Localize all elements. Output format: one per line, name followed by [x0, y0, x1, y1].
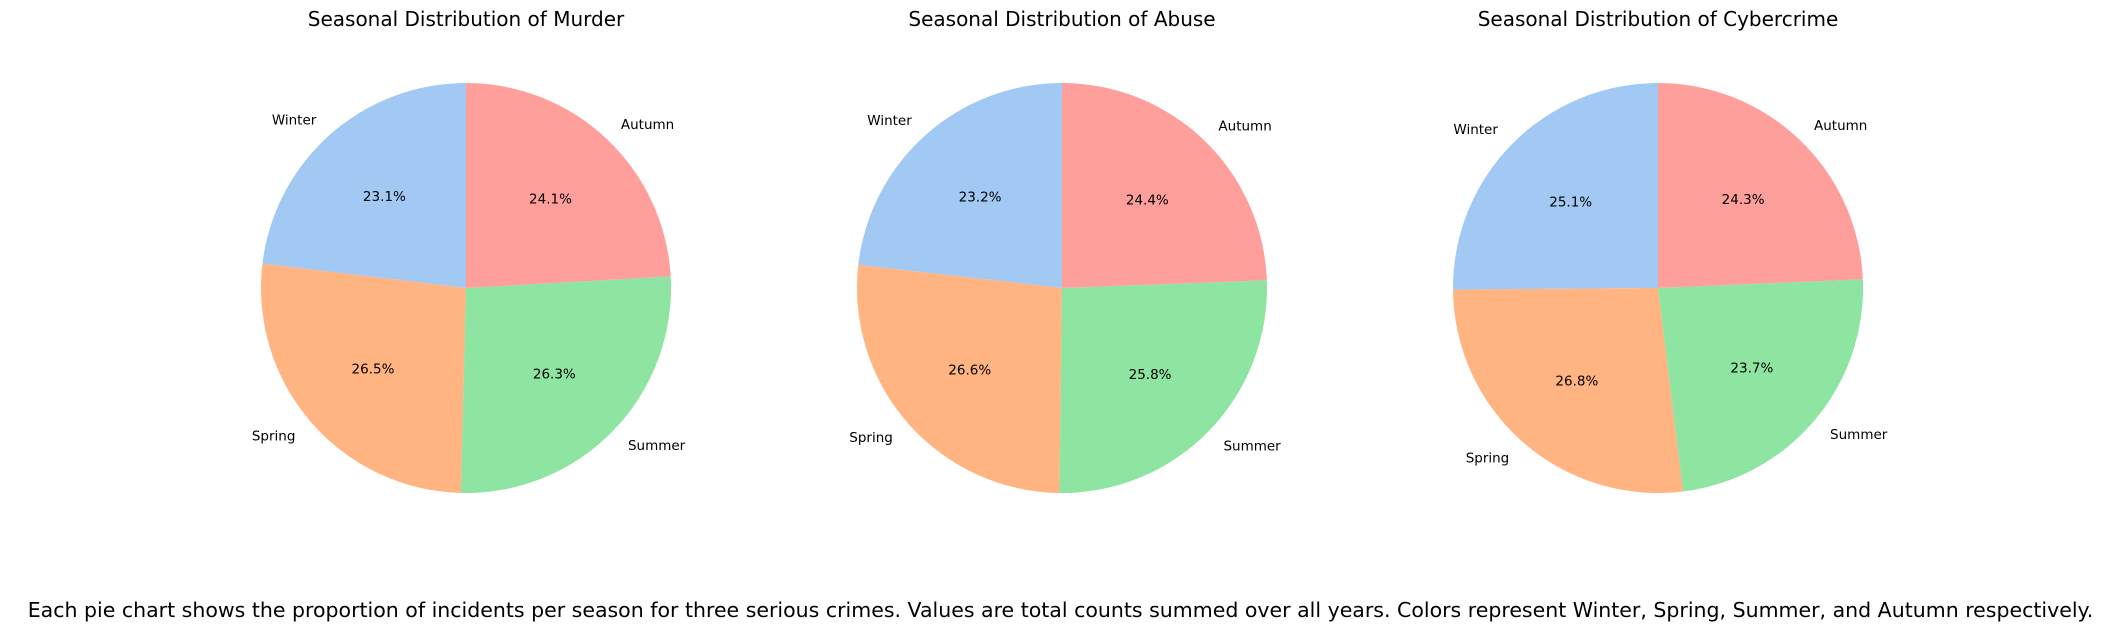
slice-label-winter: Winter — [272, 112, 317, 128]
figure-caption: Each pie chart shows the proportion of i… — [28, 598, 2094, 622]
slice-label-spring: Spring — [252, 429, 296, 445]
slice-percent-autumn: 24.4% — [1126, 192, 1169, 208]
pie-slice-autumn — [1658, 83, 1863, 288]
slice-percent-spring: 26.5% — [352, 361, 395, 377]
slice-percent-winter: 23.2% — [959, 189, 1002, 205]
slice-label-autumn: Autumn — [1218, 119, 1271, 135]
pie-slice-summer — [1658, 279, 1864, 492]
slice-label-autumn: Autumn — [1814, 118, 1867, 134]
slice-percent-spring: 26.6% — [948, 362, 991, 378]
slice-label-winter: Winter — [1453, 122, 1498, 138]
pie-slice-autumn — [466, 83, 671, 288]
chart-title: Seasonal Distribution of Cybercrime — [1478, 7, 1839, 31]
chart-title: Seasonal Distribution of Murder — [308, 7, 625, 31]
slice-label-summer: Summer — [628, 438, 686, 454]
pie-chart-3: Seasonal Distribution of Cybercrime Winte… — [1453, 7, 1888, 493]
slice-label-winter: Winter — [867, 113, 912, 129]
pie-slice-winter — [262, 83, 466, 288]
slice-label-summer: Summer — [1830, 427, 1888, 443]
slice-percent-winter: 23.1% — [363, 189, 406, 205]
slice-percent-autumn: 24.1% — [529, 192, 572, 208]
pie-chart-1: Seasonal Distribution of Murder Winter 23.… — [252, 7, 686, 494]
slice-percent-summer: 25.8% — [1129, 367, 1172, 383]
slice-label-spring: Spring — [1466, 451, 1510, 467]
pie-chart-2: Seasonal Distribution of Abuse Winter 23.2… — [849, 7, 1281, 493]
slice-percent-autumn: 24.3% — [1722, 192, 1765, 208]
pie-slice-spring — [1453, 288, 1684, 493]
pie-slice-summer — [460, 276, 671, 494]
slice-label-summer: Summer — [1223, 438, 1281, 454]
pie-slice-winter — [1453, 83, 1658, 290]
slice-percent-winter: 25.1% — [1549, 194, 1592, 210]
slice-percent-summer: 26.3% — [533, 367, 576, 383]
slice-percent-summer: 23.7% — [1730, 361, 1773, 377]
pie-slice-summer — [1059, 280, 1267, 493]
chart-title: Seasonal Distribution of Abuse — [908, 7, 1215, 31]
slice-label-spring: Spring — [849, 430, 893, 446]
slice-percent-spring: 26.8% — [1555, 373, 1598, 389]
slice-label-autumn: Autumn — [621, 117, 674, 133]
pie-slice-winter — [858, 83, 1062, 288]
pie-slice-autumn — [1062, 83, 1267, 288]
pie-slice-spring — [857, 264, 1062, 493]
charts-layer: Seasonal Distribution of Murder Winter 23.… — [252, 7, 1888, 494]
pie-slice-spring — [261, 263, 466, 493]
